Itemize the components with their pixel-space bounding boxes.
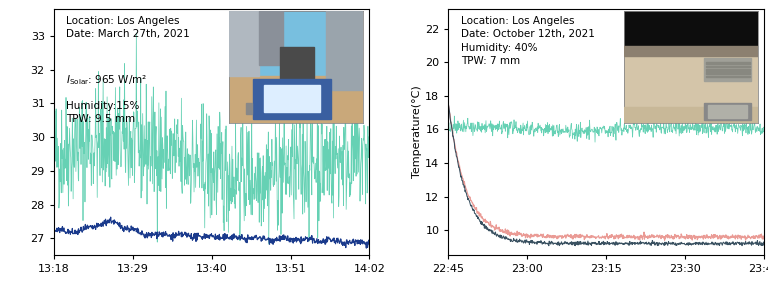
Y-axis label: Temperature(°C): Temperature(°C) xyxy=(412,86,422,178)
Text: Humidity:15%
TPW: 9.5 mm: Humidity:15% TPW: 9.5 mm xyxy=(66,101,140,124)
Text: $I_\mathrm{Solar}$: 965 W/m²: $I_\mathrm{Solar}$: 965 W/m² xyxy=(66,73,147,87)
Text: Location: Los Angeles
Date: October 12th, 2021
Humidity: 40%
TPW: 7 mm: Location: Los Angeles Date: October 12th… xyxy=(461,16,595,66)
Text: Location: Los Angeles
Date: March 27th, 2021: Location: Los Angeles Date: March 27th, … xyxy=(66,16,190,40)
